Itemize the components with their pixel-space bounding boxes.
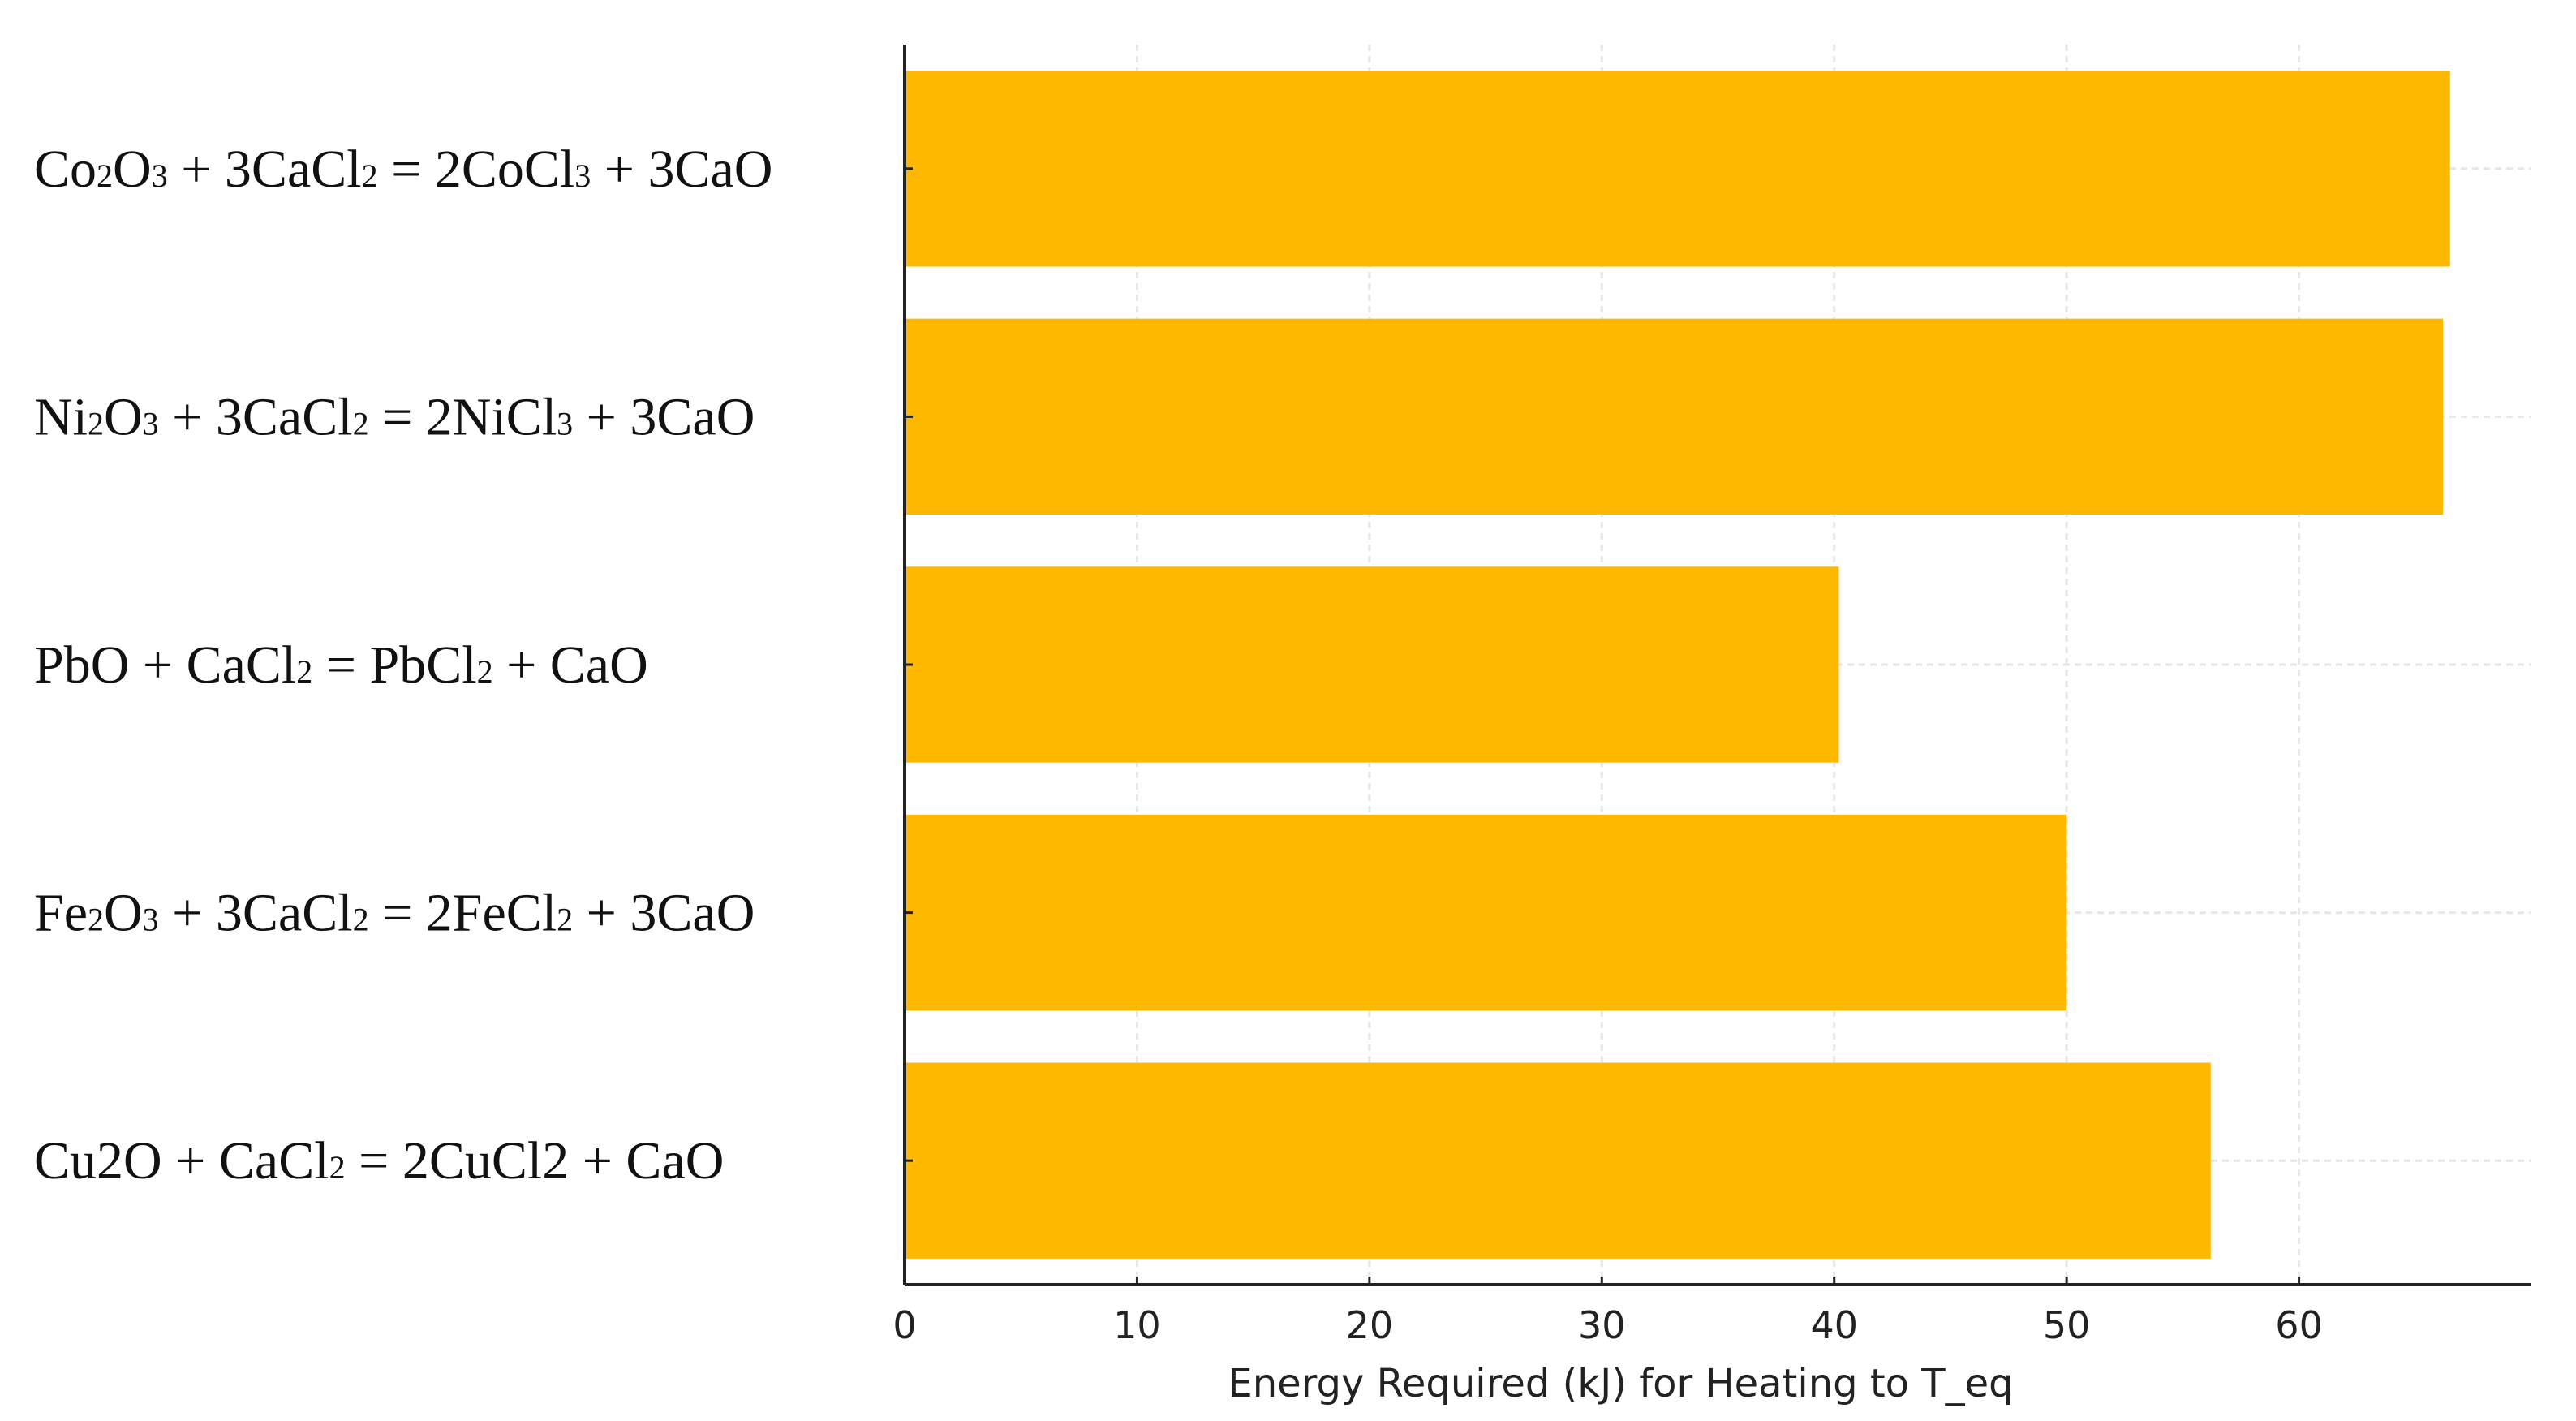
x-tick-label-6: 60 <box>2275 1303 2323 1347</box>
x-tick-label-1: 10 <box>1113 1303 1161 1347</box>
x-tick-label-3: 30 <box>1578 1303 1626 1347</box>
x-axis-title: Energy Required (kJ) for Heating to T_eq <box>1228 1361 2013 1406</box>
bar-0 <box>905 71 2450 267</box>
x-tick-label-0: 0 <box>892 1303 916 1347</box>
bar-2 <box>905 566 1839 763</box>
bar-1 <box>905 318 2444 515</box>
category-labels: Co2O3 + 3CaCl2 = 2CoCl3 + 3CaO Ni2O3 + 3C… <box>34 140 772 1191</box>
bar-3 <box>905 814 2067 1011</box>
bars <box>905 71 2450 1259</box>
axes <box>903 45 2531 1286</box>
category-label-1: Ni2O3 + 3CaCl2 = 2NiCl3 + 3CaO <box>34 387 755 446</box>
category-label-0: Co2O3 + 3CaCl2 = 2CoCl3 + 3CaO <box>34 140 772 199</box>
x-tick-label-5: 50 <box>2043 1303 2091 1347</box>
x-tick-label-4: 40 <box>1810 1303 1858 1347</box>
bar-4 <box>905 1062 2211 1259</box>
category-label-4: Cu2O + CaCl2 = 2CuCl2 + CaO <box>34 1131 724 1191</box>
category-label-3: Fe2O3 + 3CaCl2 = 2FeCl2 + 3CaO <box>34 884 755 943</box>
x-tick-label-2: 20 <box>1346 1303 1394 1347</box>
category-label-2: PbO + CaCl2 = PbCl2 + CaO <box>34 635 648 695</box>
x-tick-labels: 0 10 20 30 40 50 60 <box>892 1303 2322 1347</box>
